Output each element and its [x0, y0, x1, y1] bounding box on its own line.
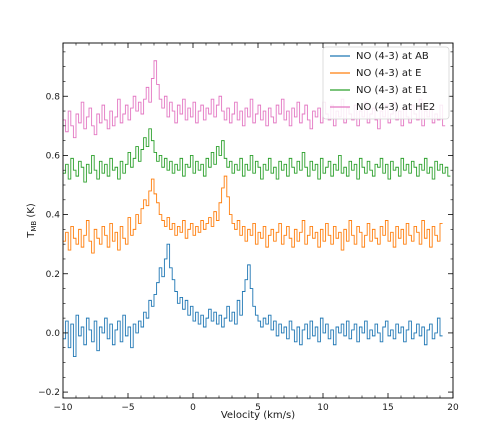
legend: NO (4-3) at AB NO (4-3) at E NO (4-3) at E…: [322, 46, 450, 120]
series-line-0: [63, 243, 443, 358]
legend-label: NO (4-3) at HE2: [356, 102, 435, 113]
y-axis-title-unit: (K): [26, 203, 37, 221]
y-axis-title-main: T: [26, 231, 37, 239]
x-tick-label: 10: [317, 403, 329, 413]
x-tick-label: −10: [54, 403, 73, 413]
y-axis-title: TMB (K): [26, 203, 38, 239]
x-tick-label: −5: [121, 403, 134, 413]
y-tick-label: 0.8: [46, 92, 61, 102]
y-tick-label: −0.2: [38, 388, 60, 398]
x-tick-label: 20: [447, 403, 459, 413]
legend-label: NO (4-3) at E1: [356, 85, 428, 96]
legend-box: [322, 46, 450, 120]
x-tick-label: 15: [382, 403, 393, 413]
x-tick-label: 0: [190, 403, 196, 413]
y-tick-label: 0.4: [46, 211, 61, 221]
series-line-2: [63, 128, 451, 183]
y-tick-label: 0.2: [46, 270, 60, 280]
legend-label: NO (4-3) at E: [356, 68, 421, 79]
series-line-1: [63, 175, 443, 254]
y-tick-label: 0.0: [46, 329, 61, 339]
y-tick-label: 0.6: [46, 151, 61, 161]
x-axis-title: Velocity (km/s): [221, 410, 295, 421]
legend-label: NO (4-3) at AB: [356, 51, 429, 62]
y-axis-title-sub: MB: [30, 221, 38, 232]
x-tick-label: 5: [255, 403, 261, 413]
